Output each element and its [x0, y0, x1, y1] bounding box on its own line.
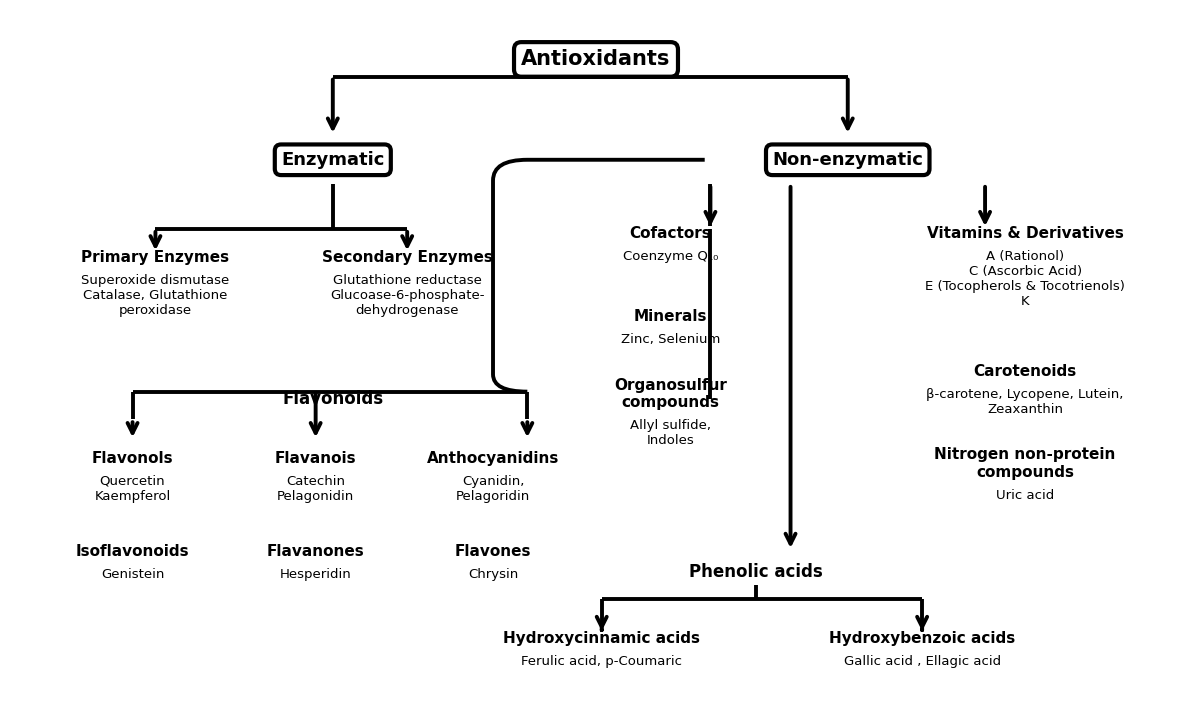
Text: Phenolic acids: Phenolic acids: [689, 562, 824, 580]
Text: Gallic acid , Ellagic acid: Gallic acid , Ellagic acid: [844, 655, 1001, 668]
Text: Flavonols: Flavonols: [92, 451, 173, 466]
Text: Cyanidin,
Pelagoridin: Cyanidin, Pelagoridin: [455, 474, 530, 503]
Text: A (Rationol)
C (Ascorbic Acid)
E (Tocopherols & Tocotrienols)
K: A (Rationol) C (Ascorbic Acid) E (Tocoph…: [925, 249, 1125, 308]
Text: Vitamins & Derivatives: Vitamins & Derivatives: [926, 226, 1124, 241]
Text: Glutathione reductase
Glucoase-6-phosphate-
dehydrogenase: Glutathione reductase Glucoase-6-phospha…: [330, 274, 484, 317]
Text: Allyl sulfide,
Indoles: Allyl sulfide, Indoles: [629, 420, 710, 447]
Text: β-carotene, Lycopene, Lutein,
Zeaxanthin: β-carotene, Lycopene, Lutein, Zeaxanthin: [926, 388, 1124, 416]
Text: Quercetin
Kaempferol: Quercetin Kaempferol: [94, 474, 170, 503]
Text: Cofactors: Cofactors: [629, 226, 712, 241]
Text: Organosulfur
compounds: Organosulfur compounds: [614, 378, 727, 410]
Text: Isoflavonoids: Isoflavonoids: [76, 544, 190, 559]
Text: Primary Enzymes: Primary Enzymes: [81, 250, 230, 265]
Text: Flavanones: Flavanones: [267, 544, 365, 559]
Text: Hydroxybenzoic acids: Hydroxybenzoic acids: [828, 631, 1016, 646]
Text: Enzymatic: Enzymatic: [281, 151, 385, 169]
Text: Flavanois: Flavanois: [275, 451, 356, 466]
Text: Coenzyme Q₁₀: Coenzyme Q₁₀: [622, 249, 718, 262]
Text: Minerals: Minerals: [634, 309, 707, 324]
Text: Hesperidin: Hesperidin: [280, 568, 352, 581]
Text: Superoxide dismutase
Catalase, Glutathione
peroxidase: Superoxide dismutase Catalase, Glutathio…: [81, 274, 230, 317]
Text: Genistein: Genistein: [101, 568, 164, 581]
Text: Zinc, Selenium: Zinc, Selenium: [621, 333, 720, 346]
Text: Catechin
Pelagonidin: Catechin Pelagonidin: [277, 474, 354, 503]
Text: Secondary Enzymes: Secondary Enzymes: [322, 250, 492, 265]
Text: Nitrogen non-protein
compounds: Nitrogen non-protein compounds: [935, 447, 1116, 479]
Text: Flavonoids: Flavonoids: [283, 389, 384, 407]
Text: Ferulic acid, p-Coumaric: Ferulic acid, p-Coumaric: [521, 655, 682, 668]
Text: Chrysin: Chrysin: [468, 568, 519, 581]
Text: Antioxidants: Antioxidants: [521, 50, 671, 69]
Text: Carotenoids: Carotenoids: [974, 364, 1076, 379]
Text: Flavones: Flavones: [455, 544, 532, 559]
Text: Hydroxycinnamic acids: Hydroxycinnamic acids: [503, 631, 700, 646]
Text: Anthocyanidins: Anthocyanidins: [427, 451, 559, 466]
Text: Non-enzymatic: Non-enzymatic: [772, 151, 923, 169]
Text: Uric acid: Uric acid: [997, 489, 1054, 502]
